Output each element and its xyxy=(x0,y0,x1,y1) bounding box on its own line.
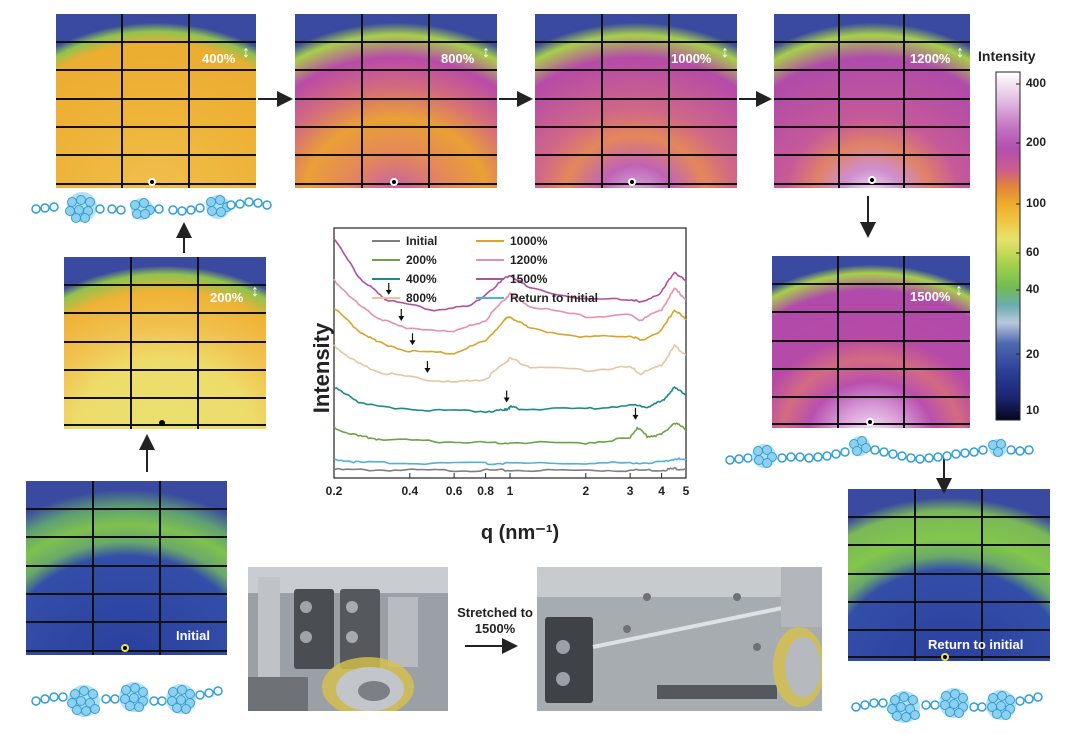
double-arrow-icon: ↕ xyxy=(482,44,490,61)
double-arrow-icon: ↕ xyxy=(721,44,729,61)
legend-label: Return to initial xyxy=(510,291,598,305)
colorbar-tick-label: 400 xyxy=(1026,76,1047,90)
series-line xyxy=(333,466,686,473)
panel-label: Initial xyxy=(176,628,210,643)
saxs-pattern-800 xyxy=(295,14,497,188)
colorbar-tick-label: 20 xyxy=(1026,347,1040,361)
strain-label: 400% xyxy=(202,51,236,66)
x-tick-label: 0.8 xyxy=(477,484,494,498)
series-line xyxy=(333,386,687,414)
panel-1000: 1000% ↕ xyxy=(535,14,737,188)
series-line xyxy=(333,307,687,355)
stretcher-apparatus-illustration xyxy=(248,567,448,711)
cluster xyxy=(65,192,97,223)
double-arrow-icon: ↕ xyxy=(251,283,259,300)
peak-arrowhead xyxy=(385,289,392,295)
cluster xyxy=(988,439,1007,457)
x-tick-label: 0.6 xyxy=(446,484,463,498)
x-tick-label: 2 xyxy=(582,484,589,498)
cluster xyxy=(166,684,196,714)
x-tick-label: 5 xyxy=(683,484,690,498)
x-tick-label: 4 xyxy=(658,484,665,498)
stretch-caption: Stretched to 1500% xyxy=(440,605,550,637)
colorbar xyxy=(995,71,1021,421)
panel-initial: Initial xyxy=(26,481,227,655)
series-line xyxy=(333,238,687,312)
x-tick-label: 0.4 xyxy=(401,484,418,498)
saxs-pattern-1000 xyxy=(535,14,737,188)
chart-xlabel: q (nm⁻¹) xyxy=(480,522,560,544)
stretcher-photo-after xyxy=(537,567,822,711)
colorbar-tick-label: 40 xyxy=(1026,282,1040,296)
saxs-pattern-200 xyxy=(64,257,266,429)
panel-1500: 1500% ↕ xyxy=(772,256,970,428)
colorbar-tick-label: 200 xyxy=(1026,135,1047,149)
x-tick-label: 3 xyxy=(627,484,634,498)
series-line xyxy=(333,278,687,333)
strain-label: 1200% xyxy=(910,51,951,66)
panel-label: Return to initial xyxy=(928,637,1024,652)
legend-label: 1000% xyxy=(510,234,548,248)
legend-label: 400% xyxy=(406,272,437,286)
colorbar-title: Intensity xyxy=(978,48,1036,64)
chain-schematic-initial xyxy=(31,682,223,717)
colorbar-tick-label: 10 xyxy=(1026,403,1040,417)
legend-label: Initial xyxy=(406,234,437,248)
panel-1200: 1200% ↕ xyxy=(774,14,970,188)
peak-arrowhead xyxy=(424,368,431,374)
legend-label: 1500% xyxy=(510,272,548,286)
stretch-caption-line1: Stretched to xyxy=(457,605,533,620)
cluster xyxy=(939,688,969,718)
x-tick-label: 0.2 xyxy=(326,484,343,498)
strain-label: 1000% xyxy=(671,51,712,66)
panel-200: 200% ↕ xyxy=(64,257,266,429)
strain-label: 200% xyxy=(210,290,244,305)
chain-schematic-1500 xyxy=(725,436,1034,468)
colorbar-tick-label: 60 xyxy=(1026,245,1040,259)
legend-label: 800% xyxy=(406,291,437,305)
cluster xyxy=(67,685,100,717)
legend-label: 1200% xyxy=(510,253,548,267)
series-line xyxy=(333,343,687,383)
stretch-caption-line2: 1500% xyxy=(474,621,516,636)
panel-return: Return to initial xyxy=(848,489,1050,661)
double-arrow-icon: ↕ xyxy=(955,282,963,299)
series-line xyxy=(333,456,687,466)
chain-schematic-return xyxy=(851,688,1043,723)
stretcher-apparatus-stretched-illustration xyxy=(537,567,822,711)
x-tick-label: 1 xyxy=(507,484,514,498)
legend-label: 200% xyxy=(406,253,437,267)
peak-arrowhead xyxy=(398,315,405,321)
cluster xyxy=(752,444,777,468)
saxs-profile-chart: 0.2 0.4 0.6 0.8 1 2 3 4 5 Initial 200% 400% 800% 100… xyxy=(326,227,690,498)
strain-label: 1500% xyxy=(910,289,951,304)
series-line xyxy=(333,422,687,445)
cluster xyxy=(986,690,1016,720)
saxs-pattern-1200 xyxy=(774,14,970,188)
cluster xyxy=(887,691,920,723)
peak-arrowhead xyxy=(632,414,639,420)
saxs-pattern-initial xyxy=(26,481,227,655)
cluster xyxy=(130,198,155,220)
saxs-pattern-return xyxy=(848,489,1050,661)
colorbar-ticks xyxy=(1016,83,1020,411)
saxs-pattern-400 xyxy=(56,14,256,188)
stretcher-photo-before xyxy=(248,567,448,711)
saxs-pattern-1500 xyxy=(772,256,970,428)
double-arrow-icon: ↕ xyxy=(242,44,250,61)
strain-label: 800% xyxy=(441,51,475,66)
cluster xyxy=(119,682,149,712)
panel-400: 400% ↕ xyxy=(56,14,256,188)
peak-arrowhead xyxy=(409,340,416,346)
double-arrow-icon: ↕ xyxy=(956,44,964,61)
panel-800: 800% ↕ xyxy=(295,14,497,188)
peak-arrowhead xyxy=(503,397,510,403)
colorbar-tick-label: 100 xyxy=(1026,196,1047,210)
cluster xyxy=(849,436,871,456)
cluster xyxy=(206,195,232,219)
chain-schematic-400 xyxy=(31,192,272,223)
